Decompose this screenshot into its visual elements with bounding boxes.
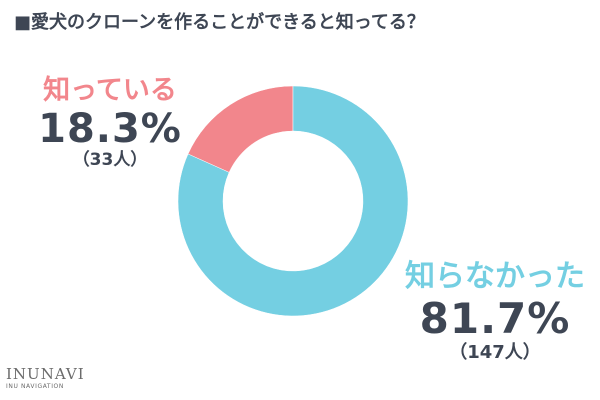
slice-name-not-know: 知らなかった bbox=[405, 259, 585, 294]
slice-label-not-know: 知らなかった 81.7% （147人） bbox=[395, 258, 595, 364]
chart-title: ■愛犬のクローンを作ることができると知ってる？ bbox=[14, 12, 425, 33]
slice-count-knows: （33人） bbox=[72, 150, 148, 170]
slice-knows bbox=[187, 85, 294, 173]
slice-percent-knows: 18.3% bbox=[38, 106, 182, 152]
logo-sub-text: INU NAVIGATION bbox=[6, 383, 64, 390]
slice-not-know bbox=[177, 85, 409, 317]
slice-name-knows: 知っている bbox=[43, 75, 177, 106]
slice-count-not-know: （147人） bbox=[449, 342, 541, 363]
logo-main-text: INUNAVI bbox=[6, 365, 85, 383]
slice-percent-not-know: 81.7% bbox=[419, 294, 571, 343]
inunavi-logo: INUNAVI INU NAVIGATION bbox=[6, 366, 85, 391]
slice-label-knows: 知っている 18.3% （33人） bbox=[30, 74, 190, 170]
